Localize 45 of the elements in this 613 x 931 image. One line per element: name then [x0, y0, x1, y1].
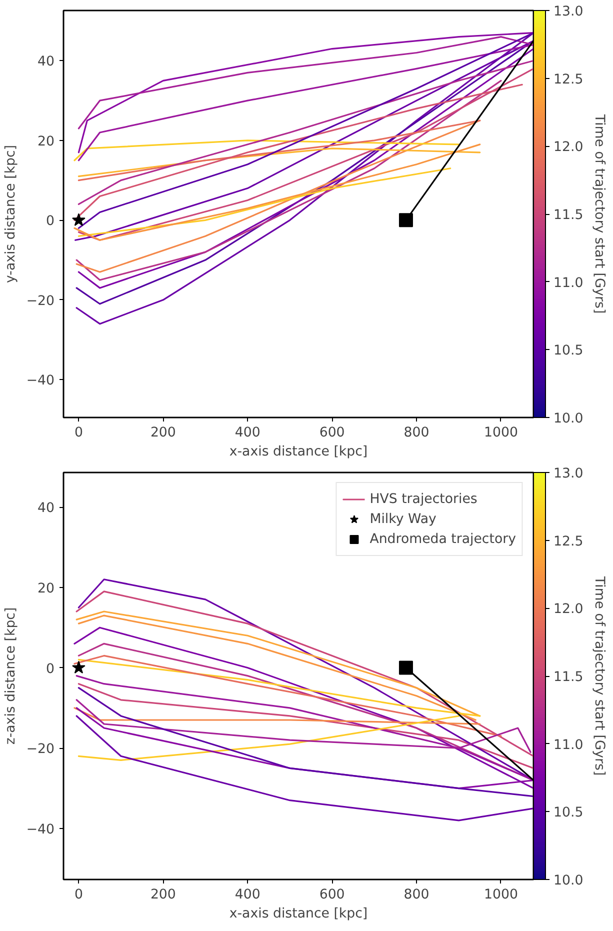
y-axis-title: y-axis distance [kpc]	[3, 144, 18, 284]
color-bar-title: Time of trajectory start [Gyrs]	[592, 113, 606, 314]
y-tick-label: 40	[38, 501, 55, 516]
x-tick-label: 1000	[484, 426, 518, 440]
color-bar-label: 12.0	[554, 602, 584, 618]
x-tick-label: 200	[150, 426, 176, 440]
x-tick-label: 1000	[484, 888, 518, 902]
x-tick-label: 400	[234, 426, 260, 440]
x-tick-label: 800	[404, 426, 430, 440]
color-bar-label: 13.0	[554, 4, 584, 20]
x-tick-label: 600	[319, 426, 345, 440]
x-axis-title: x-axis distance [kpc]	[229, 444, 368, 460]
y-tick-label: 20	[38, 581, 55, 596]
x-tick-label: 400	[234, 888, 260, 902]
y-tick-label: −40	[26, 374, 55, 389]
color-bar-label: 11.5	[554, 208, 584, 223]
x-tick-label: 800	[404, 888, 430, 902]
x-tick-label: 0	[74, 426, 83, 440]
legend-label: Milky Way	[370, 512, 436, 526]
color-bar-label: 11.0	[554, 276, 584, 291]
y-tick-label: −40	[26, 822, 55, 838]
color-bar-label: 12.0	[554, 140, 584, 156]
legend-label: HVS trajectories	[370, 492, 478, 506]
x-tick-label: 200	[150, 888, 176, 902]
legend-label: Andromeda trajectory	[370, 532, 516, 546]
y-tick-label: −20	[26, 294, 55, 309]
color-bar-label: 11.0	[554, 738, 584, 753]
color-bar-label: 12.5	[554, 72, 584, 88]
x-tick-label: 0	[74, 888, 83, 902]
color-bar-label: 11.5	[554, 670, 584, 685]
color-bar-label: 13.0	[554, 466, 584, 482]
x-axis-title: x-axis distance [kpc]	[229, 906, 368, 922]
color-bar-label: 10.0	[554, 874, 584, 888]
color-bar-label: 10.5	[554, 806, 584, 821]
color-bar-label: 10.0	[554, 412, 584, 426]
x-tick-label: 600	[319, 888, 345, 902]
y-tick-label: 0	[46, 214, 55, 230]
color-bar-label: 10.5	[554, 344, 584, 359]
y-tick-label: 20	[38, 134, 55, 150]
y-tick-label: 0	[46, 662, 55, 677]
color-bar-title: Time of trajectory start [Gyrs]	[592, 575, 606, 776]
y-axis-title: z-axis distance [kpc]	[3, 607, 18, 745]
y-tick-label: −20	[26, 742, 55, 758]
y-tick-label: 40	[38, 54, 55, 70]
color-bar-label: 12.5	[554, 534, 584, 550]
